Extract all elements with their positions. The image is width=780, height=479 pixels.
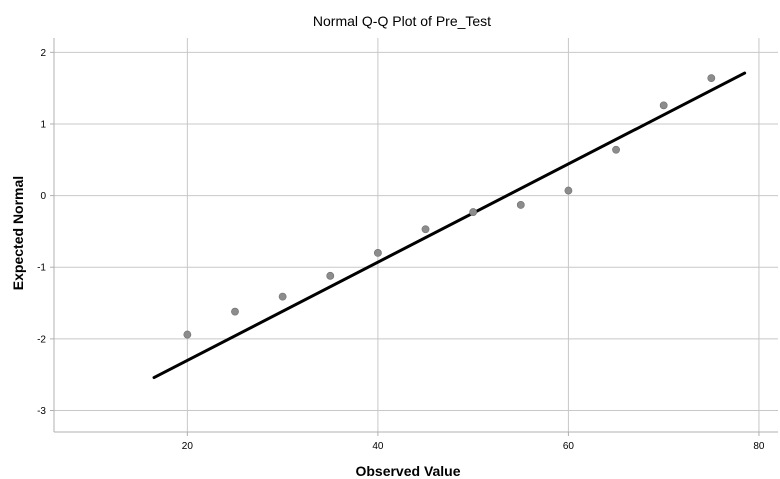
y-tick-label: 0 [40, 191, 46, 202]
data-point [183, 330, 192, 339]
y-tick-label: -2 [37, 334, 46, 345]
x-axis-title: Observed Value [355, 463, 460, 479]
data-point [278, 292, 287, 301]
data-point [373, 249, 382, 257]
y-axis-title: Expected Normal [10, 176, 26, 290]
y-tick-label: -3 [37, 406, 46, 417]
x-tick-labels: 20 40 60 80 [182, 441, 765, 452]
data-point [707, 74, 716, 83]
y-tick-label: 2 [40, 48, 46, 59]
data-point [469, 208, 478, 216]
data-point [326, 271, 335, 280]
axes [50, 38, 778, 436]
data-point [516, 201, 525, 209]
y-tick-label: 1 [40, 119, 46, 130]
data-points [183, 74, 716, 339]
y-tick-label: -1 [37, 263, 46, 274]
y-tick-labels: 2 1 0 -1 -2 -3 [37, 48, 46, 417]
x-tick-label: 60 [563, 441, 575, 452]
x-tick-label: 40 [372, 441, 384, 452]
expected-normal-line [152, 71, 747, 380]
x-tick-label: 80 [753, 441, 765, 452]
data-point [421, 225, 430, 234]
data-point [231, 307, 239, 316]
chart-title: Normal Q-Q Plot of Pre_Test [313, 13, 491, 29]
x-tick-label: 20 [182, 441, 194, 452]
reference-line [152, 71, 747, 380]
data-point [612, 145, 620, 154]
data-point [564, 186, 573, 195]
grid-lines [54, 38, 778, 432]
data-point [659, 101, 668, 110]
